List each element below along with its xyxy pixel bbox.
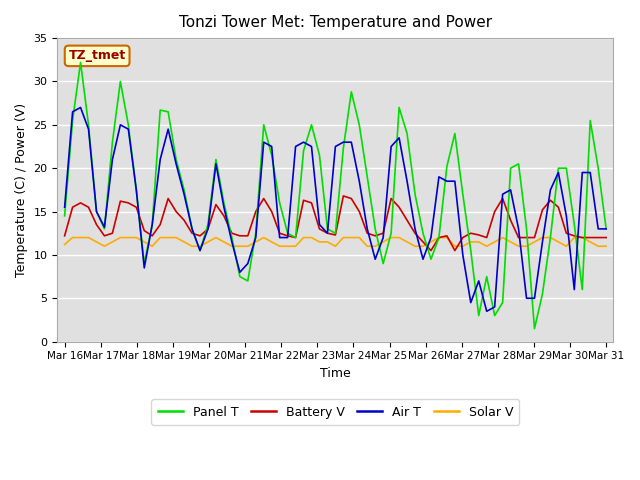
Text: TZ_tmet: TZ_tmet bbox=[68, 49, 126, 62]
Legend: Panel T, Battery V, Air T, Solar V: Panel T, Battery V, Air T, Solar V bbox=[152, 399, 519, 425]
X-axis label: Time: Time bbox=[320, 367, 351, 380]
Title: Tonzi Tower Met: Temperature and Power: Tonzi Tower Met: Temperature and Power bbox=[179, 15, 492, 30]
Y-axis label: Temperature (C) / Power (V): Temperature (C) / Power (V) bbox=[15, 103, 28, 277]
